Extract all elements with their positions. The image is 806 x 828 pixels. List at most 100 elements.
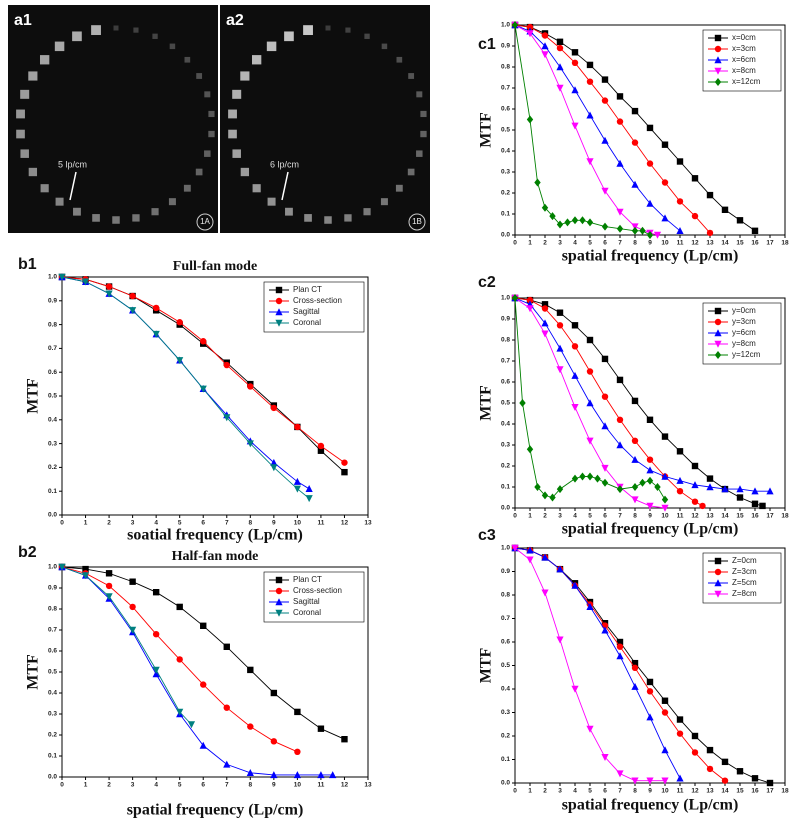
marker: [586, 218, 594, 227]
marker: [571, 404, 579, 411]
marker: [223, 704, 230, 711]
phantom-insert: [324, 216, 332, 224]
marker: [676, 716, 684, 723]
marker: [129, 292, 136, 300]
x-tick-label: 17: [766, 513, 774, 520]
marker: [601, 187, 609, 195]
x-tick-label: 3: [558, 513, 562, 520]
y-tick-label: 1.0: [48, 564, 57, 571]
phantom-insert: [408, 73, 415, 79]
y-axis-label: MTF: [25, 378, 42, 414]
y-tick-label: 0.3: [48, 711, 57, 718]
marker: [601, 355, 609, 363]
marker: [661, 141, 669, 148]
marker: [661, 709, 669, 716]
y-tick-label: 0.1: [501, 484, 510, 491]
marker: [601, 478, 609, 487]
x-tick-label: 2: [543, 788, 547, 795]
panel-label: c1: [478, 36, 496, 53]
x-tick-label: 7: [225, 520, 229, 527]
marker: [639, 226, 646, 235]
x-tick-label: 16: [751, 788, 759, 795]
marker: [556, 322, 564, 329]
x-tick-label: 12: [691, 513, 699, 520]
phantom-insert: [208, 130, 215, 138]
legend-label: x=3cm: [732, 44, 756, 53]
x-tick-label: 13: [364, 520, 372, 527]
y-tick-label: 0.9: [501, 43, 510, 50]
marker: [616, 441, 624, 449]
marker: [270, 458, 278, 466]
x-tick-label: 5: [178, 782, 182, 789]
y-tick-label: 0.0: [48, 512, 57, 519]
marker: [152, 330, 160, 338]
marker: [541, 589, 549, 597]
marker: [751, 775, 759, 782]
legend-label: y=12cm: [732, 350, 761, 359]
series-line: [514, 297, 703, 507]
marker: [129, 626, 137, 634]
y-tick-label: 0.9: [501, 568, 510, 575]
y-tick-label: 0.3: [501, 169, 510, 176]
phantom-insert: [267, 197, 276, 206]
phantom-insert: [344, 214, 352, 222]
marker: [676, 448, 684, 455]
marker: [511, 21, 519, 29]
marker: [317, 447, 325, 454]
phantom-insert: [169, 43, 176, 50]
marker: [579, 472, 586, 481]
marker: [631, 397, 639, 405]
x-tick-label: 0: [60, 520, 64, 527]
chart: 0 1 2 3 4 5 6 7 8 9 10 11 12 130.00.10.20.30.40.50.60…: [18, 544, 372, 818]
legend-marker: [714, 307, 722, 315]
x-tick-label: 12: [691, 788, 699, 795]
phantom-insert: [345, 27, 351, 33]
marker: [105, 582, 113, 590]
image-tag: 1A: [200, 217, 210, 226]
x-tick-label: 4: [573, 240, 577, 247]
marker: [105, 290, 113, 298]
tag-circle: [408, 213, 426, 231]
x-tick-label: 13: [706, 513, 714, 520]
marker: [676, 198, 684, 205]
y-tick-label: 0.8: [48, 321, 57, 328]
marker: [223, 414, 231, 422]
x-tick-label: 15: [736, 788, 744, 795]
marker: [661, 495, 669, 504]
marker: [616, 118, 624, 125]
marker: [766, 487, 774, 495]
y-tick-label: 0.1: [48, 753, 57, 760]
x-tick-label: 8: [633, 513, 637, 520]
marker: [556, 366, 564, 374]
legend-label: Coronal: [293, 318, 321, 327]
marker: [556, 84, 564, 92]
legend-label: Z=8cm: [732, 589, 757, 598]
marker: [247, 383, 254, 390]
x-tick-label: 14: [721, 513, 729, 520]
marker: [646, 502, 654, 510]
panel-label: c2: [478, 274, 496, 291]
phantom-insert: [240, 167, 250, 177]
phantom-insert: [92, 214, 100, 222]
legend-label: x=6cm: [732, 55, 756, 64]
marker: [601, 136, 609, 144]
marker: [511, 544, 519, 552]
x-tick-label: 1: [528, 513, 532, 520]
legend-marker: [714, 351, 722, 359]
marker: [556, 63, 564, 71]
marker: [81, 278, 90, 286]
x-tick-label: 13: [706, 240, 714, 247]
phantom-insert: [168, 198, 176, 206]
marker: [616, 376, 624, 384]
x-tick-label: 0: [513, 788, 517, 795]
phantom-insert: [133, 27, 139, 33]
marker: [654, 483, 661, 491]
x-tick-label: 13: [364, 782, 372, 789]
marker: [616, 770, 624, 778]
legend-marker: [714, 78, 722, 86]
y-tick-label: 0.8: [48, 606, 57, 613]
marker: [246, 440, 254, 448]
phantom-insert: [304, 214, 312, 222]
phantom-insert: [232, 149, 241, 158]
y-tick-label: 0.9: [48, 298, 57, 305]
